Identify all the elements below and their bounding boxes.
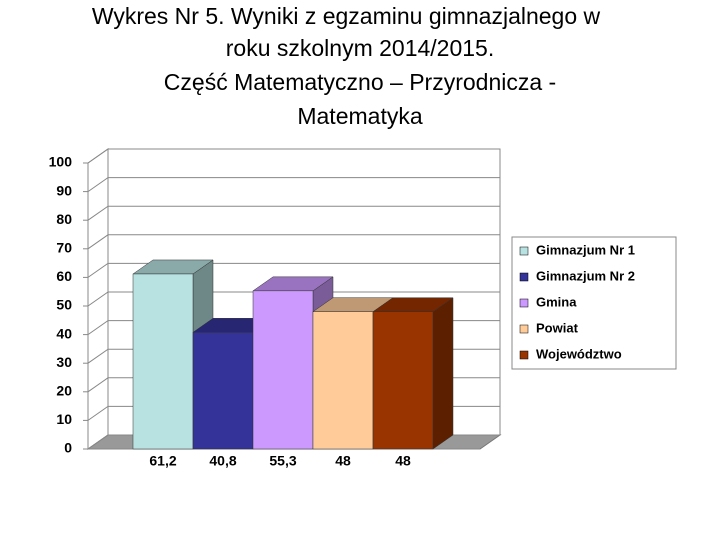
chart-title: roku szkolnym 2014/2015. xyxy=(226,35,495,61)
value-label: 48 xyxy=(395,453,411,469)
y-tick-label: 30 xyxy=(56,354,72,370)
y-tick-label: 50 xyxy=(56,297,72,313)
legend-label: Powiat xyxy=(536,320,579,335)
bar xyxy=(192,332,254,450)
legend-swatch xyxy=(519,350,529,360)
grid-line xyxy=(87,177,500,193)
grid-line xyxy=(87,234,500,250)
grid-line xyxy=(87,148,500,164)
legend-swatch xyxy=(519,298,529,308)
bar xyxy=(372,311,434,450)
legend-label: Gimnazjum Nr 2 xyxy=(536,268,635,283)
value-label: 40,8 xyxy=(209,453,236,469)
grid-line xyxy=(87,291,500,307)
legend-swatch xyxy=(519,246,529,256)
y-tick-label: 70 xyxy=(56,240,72,256)
legend-swatch xyxy=(519,272,529,282)
value-label: 61,2 xyxy=(149,453,176,469)
bar-side xyxy=(432,297,454,450)
chart-title: Wykres Nr 5. Wyniki z egzaminu gimnazjal… xyxy=(92,3,601,29)
y-tick-label: 100 xyxy=(49,154,73,170)
legend-label: Województwo xyxy=(536,346,622,361)
grid-line xyxy=(87,262,500,278)
y-tick-label: 20 xyxy=(56,383,72,399)
y-tick-label: 40 xyxy=(56,325,72,341)
value-label: 48 xyxy=(335,453,351,469)
bar xyxy=(312,311,374,450)
y-tick-label: 90 xyxy=(56,182,72,198)
bar xyxy=(252,290,314,450)
grid-line xyxy=(87,205,500,221)
legend-label: Gimnazjum Nr 1 xyxy=(536,242,635,257)
y-tick-label: 0 xyxy=(64,440,72,456)
y-tick-label: 60 xyxy=(56,268,72,284)
value-label: 55,3 xyxy=(269,453,296,469)
bar xyxy=(132,273,194,450)
y-tick-label: 80 xyxy=(56,211,72,227)
chart-title: Matematyka xyxy=(297,103,422,129)
legend-box xyxy=(511,236,677,370)
y-tick-label: 10 xyxy=(56,411,72,427)
chart-title: Część Matematyczno – Przyrodnicza - xyxy=(164,69,556,95)
legend-label: Gmina xyxy=(536,294,577,309)
legend-swatch xyxy=(519,324,529,334)
